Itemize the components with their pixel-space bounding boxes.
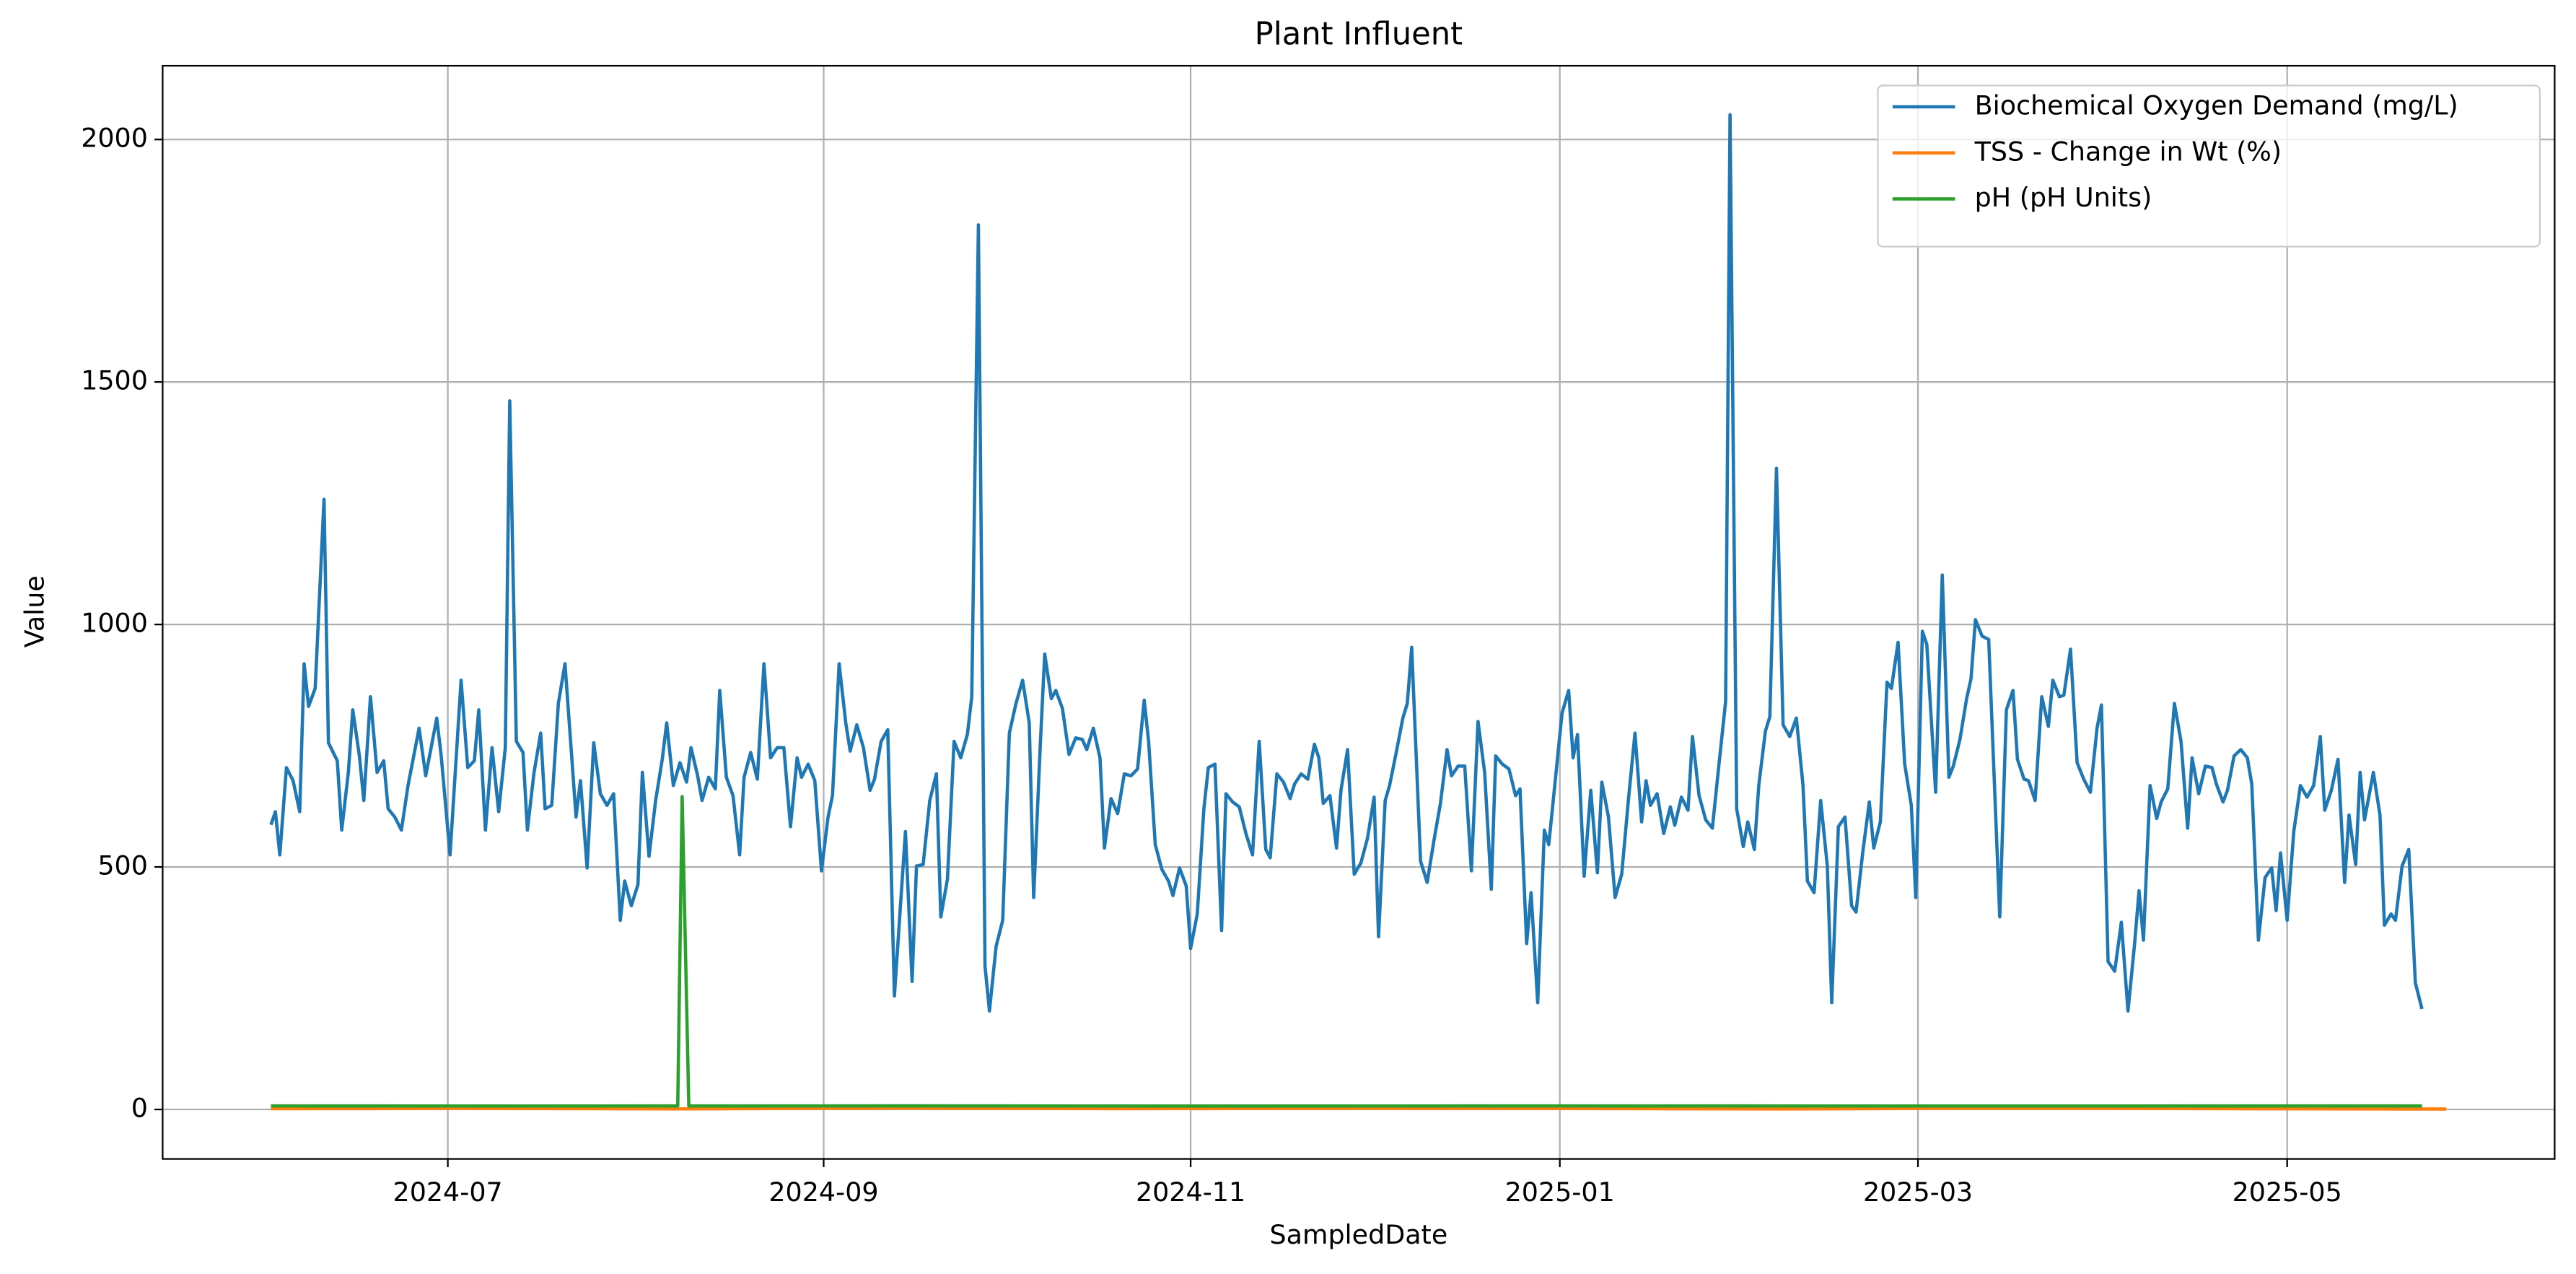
y-tick-label: 500 (97, 850, 148, 881)
data-line (269, 113, 2424, 1013)
legend-label: Biochemical Oxygen Demand (mg/L) (1975, 90, 2458, 121)
legend: Biochemical Oxygen Demand (mg/L) TSS - Ch… (1877, 84, 2541, 248)
x-tick-label: 2024-11 (1136, 1177, 1245, 1208)
x-tick-label: 2025-01 (1505, 1177, 1615, 1208)
y-tick-label: 1500 (81, 365, 148, 396)
y-tick-label: 0 (131, 1093, 148, 1124)
data-line (271, 795, 2422, 1108)
x-tick-label: 2024-07 (393, 1177, 503, 1208)
chart-title: Plant Influent (1255, 17, 1463, 53)
data-line (271, 1106, 2447, 1111)
y-tick-label: 1000 (81, 608, 148, 639)
legend-label: TSS - Change in Wt (%) (1974, 136, 2282, 167)
x-tick-label: 2025-05 (2233, 1177, 2342, 1208)
legend-box (1877, 84, 2541, 248)
y-tick-label: 2000 (81, 123, 148, 154)
x-axis-label: SampledDate (1270, 1219, 1448, 1250)
legend-label: pH (pH Units) (1975, 182, 2152, 213)
y-axis-label: Value (19, 575, 51, 647)
plot-frame (162, 64, 2556, 1160)
x-tick-label: 2025-03 (1863, 1177, 1973, 1208)
x-tick-label: 2024-09 (768, 1177, 878, 1208)
